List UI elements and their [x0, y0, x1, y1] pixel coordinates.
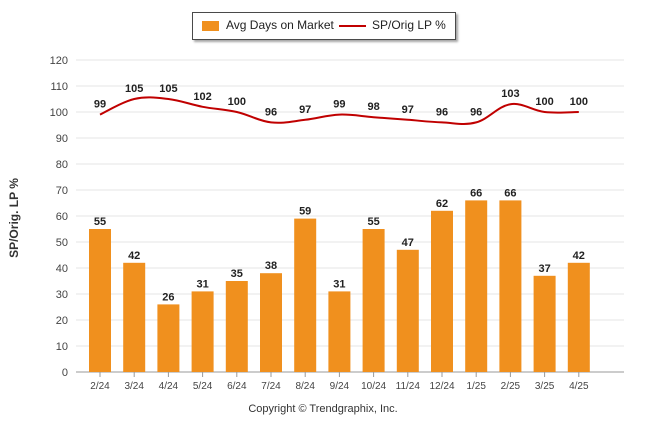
bar-data-label: 38 — [265, 260, 277, 272]
bar-data-label: 47 — [402, 237, 414, 249]
bar — [567, 262, 590, 372]
legend-label-line: SP/Orig LP % — [372, 18, 446, 32]
y-tick-label: 50 — [56, 237, 68, 249]
y-tick-label: 30 — [56, 289, 68, 301]
bar — [396, 249, 419, 372]
bar-data-label: 42 — [128, 250, 140, 262]
x-tick-label: 5/24 — [193, 381, 213, 392]
line-data-label: 100 — [228, 96, 246, 108]
bar-data-label: 42 — [573, 250, 585, 262]
bar — [431, 210, 453, 372]
line-data-label: 105 — [159, 83, 177, 95]
x-tick-label: 4/25 — [569, 381, 589, 392]
bar — [225, 281, 248, 372]
y-tick-label: 40 — [56, 263, 68, 275]
x-tick-label: 11/24 — [396, 381, 421, 392]
x-tick-label: 2/24 — [90, 381, 110, 392]
x-tick-label: 10/24 — [361, 381, 386, 392]
line-data-label: 96 — [470, 106, 482, 118]
line-data-label: 103 — [501, 88, 519, 100]
y-tick-label: 20 — [56, 315, 68, 327]
x-tick-label: 9/24 — [330, 381, 350, 392]
x-tick-label: 4/24 — [159, 381, 179, 392]
bar — [362, 229, 385, 372]
line-data-label: 100 — [570, 96, 588, 108]
bar-data-label: 26 — [162, 291, 174, 303]
bar — [328, 291, 351, 372]
bar — [89, 229, 111, 372]
bar-data-label: 55 — [94, 216, 106, 228]
x-tick-label: 12/24 — [429, 381, 454, 392]
line-data-label: 105 — [125, 83, 143, 95]
x-tick-label: 8/24 — [295, 381, 315, 392]
bar-data-label: 55 — [367, 216, 379, 228]
line-data-label: 99 — [333, 99, 345, 111]
y-tick-label: 10 — [56, 341, 68, 353]
y-tick-label: 60 — [56, 211, 68, 223]
bar-data-label: 31 — [196, 278, 208, 290]
line-data-label: 97 — [402, 104, 414, 116]
legend-swatch-line — [339, 25, 366, 27]
y-tick-label: 90 — [56, 133, 68, 145]
y-tick-label: 110 — [50, 81, 68, 93]
bar-data-label: 66 — [470, 187, 482, 199]
x-tick-label: 2/25 — [501, 381, 521, 392]
bar-data-label: 59 — [299, 206, 311, 218]
x-tick-label: 1/25 — [466, 381, 486, 392]
bar — [123, 262, 146, 372]
legend-swatch-bar — [202, 21, 219, 31]
legend-label-bar: Avg Days on Market — [226, 18, 334, 32]
bar — [294, 218, 317, 372]
bar-data-label: 66 — [504, 187, 516, 199]
bar-data-label: 37 — [538, 263, 550, 275]
x-tick-label: 3/24 — [124, 381, 144, 392]
copyright: Copyright © Trendgraphix, Inc. — [248, 403, 398, 415]
line-data-label: 97 — [299, 104, 311, 116]
bar — [499, 200, 522, 372]
line-data-label: 100 — [535, 96, 553, 108]
y-tick-label: 0 — [62, 367, 68, 379]
bar-data-label: 35 — [231, 268, 243, 280]
line-data-label: 96 — [265, 106, 277, 118]
line-data-label: 96 — [436, 106, 448, 118]
x-tick-label: 7/24 — [261, 381, 281, 392]
y-tick-label: 80 — [56, 159, 68, 171]
bar — [533, 275, 556, 372]
x-tick-label: 3/25 — [535, 381, 555, 392]
series-line — [99, 96, 579, 125]
line-data-label: 99 — [94, 99, 106, 111]
legend: Avg Days on Market SP/Orig LP % — [192, 12, 456, 40]
y-tick-label: 120 — [50, 55, 68, 67]
bar — [191, 291, 214, 372]
x-tick-label: 6/24 — [227, 381, 247, 392]
y-tick-label: 70 — [56, 185, 68, 197]
y-tick-label: 100 — [50, 107, 68, 119]
bar-data-label: 31 — [333, 278, 345, 290]
bar — [157, 304, 180, 372]
y-axis-label: SP/Orig. LP % — [7, 178, 21, 258]
bar — [260, 273, 282, 372]
bar — [465, 200, 488, 372]
bar-data-label: 62 — [436, 198, 448, 210]
line-data-label: 98 — [367, 101, 379, 113]
line-data-label: 102 — [193, 91, 211, 103]
